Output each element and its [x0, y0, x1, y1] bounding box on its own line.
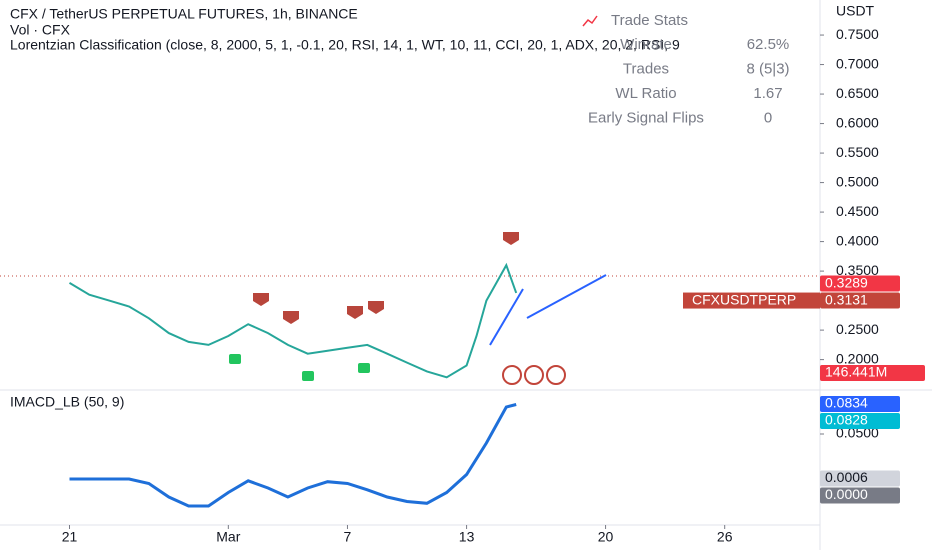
x-tick-label: 26 — [717, 529, 733, 545]
value-label-text: 0.0834 — [825, 395, 868, 411]
stat-value: 1.67 — [753, 85, 782, 102]
sell-signal — [283, 311, 299, 324]
value-label — [820, 412, 900, 429]
symbol-title: CFX / TetherUS PERPETUAL FUTURES, 1h, BI… — [10, 6, 358, 22]
stats-title: Trade Stats — [611, 12, 688, 29]
value-label-text: 0.0000 — [825, 486, 868, 502]
value-label — [820, 275, 900, 292]
value-label-text: 0.0828 — [825, 412, 868, 428]
y-tick-label: 0.5500 — [836, 144, 879, 160]
buy-signal — [358, 363, 370, 373]
y-tick-label: 0.3500 — [836, 262, 879, 278]
stats-icon — [582, 15, 598, 27]
value-label — [820, 470, 900, 487]
stat-value: 8 (5|3) — [746, 60, 789, 77]
value-label — [820, 487, 900, 504]
value-label — [820, 292, 900, 309]
x-tick-label: 20 — [598, 529, 614, 545]
y-tick-label: 0.4500 — [836, 203, 879, 219]
y-tick-label: 0.2000 — [836, 350, 879, 366]
y-tick-label: 0.6500 — [836, 85, 879, 101]
y-tick-label: 0.4000 — [836, 232, 879, 248]
value-label-text: 0.3289 — [825, 274, 868, 290]
indicator-legend: Lorentzian Classification (close, 8, 200… — [10, 37, 680, 53]
y-tick-label: 0.6000 — [836, 114, 879, 130]
x-tick-label: 21 — [62, 529, 78, 545]
trend-line — [489, 288, 524, 346]
value-label-text: 0.0006 — [825, 469, 868, 485]
y-tick-label: 0.5000 — [836, 173, 879, 189]
axis-unit: USDT — [836, 3, 875, 19]
series-line — [68, 262, 518, 379]
sell-signal — [503, 232, 519, 245]
stat-label: Trades — [623, 60, 669, 77]
sell-signal — [253, 293, 269, 306]
buy-signal — [229, 354, 241, 364]
stat-value: 0 — [764, 109, 772, 126]
x-tick-label: Mar — [216, 529, 240, 545]
volume-legend: Vol · CFX — [10, 22, 71, 38]
sell-signal — [347, 306, 363, 319]
event-flag — [502, 365, 522, 385]
stat-label: Early Signal Flips — [588, 109, 704, 126]
sell-signal — [368, 301, 384, 314]
y-tick-label: 0.7500 — [836, 26, 879, 42]
symbol-label-text: CFXUSDTPERP — [692, 291, 796, 307]
volume-label — [820, 365, 925, 381]
macd-legend: IMACD_LB (50, 9) — [10, 394, 124, 410]
y-tick-label: 0.7000 — [836, 55, 879, 71]
stat-label: WL Ratio — [615, 85, 676, 102]
value-label-text: 0.3131 — [825, 291, 868, 307]
series-line — [69, 403, 517, 508]
y-tick-label: 0.2500 — [836, 321, 879, 337]
volume-label-text: 146.441M — [825, 364, 887, 380]
value-label — [820, 395, 900, 412]
x-tick-label: 7 — [344, 529, 352, 545]
buy-signal — [302, 371, 314, 381]
stat-label: Winrate — [620, 36, 672, 53]
event-flag — [524, 365, 544, 385]
trend-line — [526, 274, 607, 319]
event-flag — [546, 365, 566, 385]
x-tick-label: 13 — [459, 529, 475, 545]
symbol-label — [683, 292, 820, 309]
stat-value: 62.5% — [747, 36, 790, 53]
